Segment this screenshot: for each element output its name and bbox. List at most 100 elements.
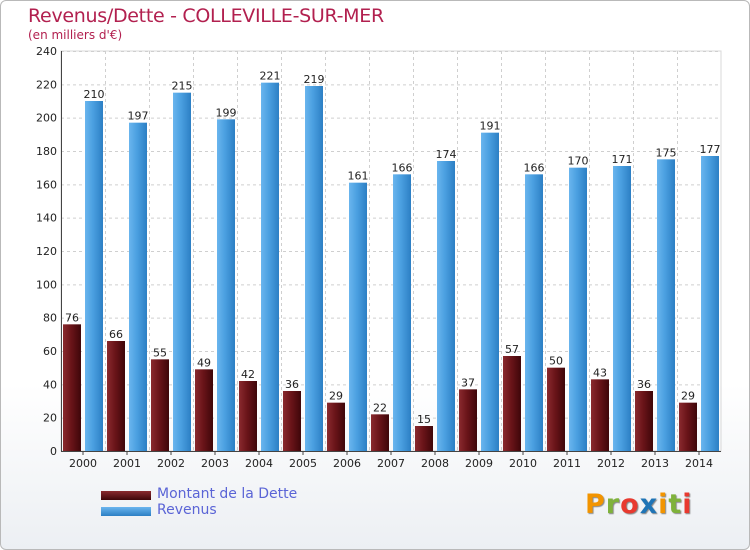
- bar-dette: [327, 402, 345, 451]
- value-label-dette: 42: [241, 368, 255, 381]
- bar-dette: [591, 379, 609, 451]
- bar-dette: [195, 369, 213, 451]
- y-tick-label: 0: [50, 445, 57, 458]
- x-tick-label: 2000: [69, 457, 97, 470]
- proxiti-logo: Proxiti: [585, 489, 693, 520]
- value-label-dette: 49: [197, 356, 211, 369]
- x-tick-label: 2005: [289, 457, 317, 470]
- bars: 76 210 66 197 55 215 49 199 42 221 36 219 29 161 22 166…: [63, 70, 721, 452]
- legend-swatch-debt: [101, 491, 151, 500]
- value-label-dette: 22: [373, 401, 387, 414]
- bar-revenus: [525, 174, 543, 452]
- x-tick-label: 2006: [333, 457, 361, 470]
- bar-revenus: [173, 92, 191, 452]
- value-label-dette: 43: [593, 366, 607, 379]
- bar-dette: [459, 389, 477, 451]
- value-label-revenus: 175: [656, 146, 677, 159]
- bar-revenus: [657, 159, 675, 452]
- y-tick-label: 120: [36, 245, 57, 258]
- value-label-revenus: 199: [216, 106, 237, 119]
- y-tick-label: 20: [43, 412, 57, 425]
- x-tick-label: 2010: [509, 457, 537, 470]
- x-tick-label: 2009: [465, 457, 493, 470]
- bar-dette: [635, 391, 653, 451]
- x-tick-label: 2008: [421, 457, 449, 470]
- bar-revenus: [437, 161, 455, 451]
- bar-revenus: [569, 167, 587, 451]
- bar-revenus: [701, 156, 719, 451]
- y-tick-label: 160: [36, 178, 57, 191]
- bar-revenus: [613, 166, 631, 451]
- value-label-dette: 76: [65, 311, 79, 324]
- y-tick-label: 220: [36, 78, 57, 91]
- value-label-revenus: 170: [568, 155, 589, 168]
- value-label-dette: 50: [549, 355, 563, 368]
- value-label-revenus: 161: [348, 170, 369, 183]
- value-label-revenus: 215: [172, 80, 193, 93]
- value-label-revenus: 221: [260, 70, 281, 83]
- x-tick-label: 2012: [597, 457, 625, 470]
- grid: [60, 50, 722, 452]
- chart-subtitle: (en milliers d'€): [28, 28, 123, 42]
- x-tick-label: 2014: [685, 457, 713, 470]
- value-label-dette: 66: [109, 328, 123, 341]
- value-label-revenus: 171: [612, 153, 633, 166]
- bar-dette: [503, 356, 521, 451]
- bar-dette: [679, 402, 697, 451]
- value-label-dette: 29: [681, 390, 695, 403]
- x-tick-label: 2007: [377, 457, 405, 470]
- bar-dette: [415, 426, 433, 451]
- x-tick-label: 2011: [553, 457, 581, 470]
- value-label-dette: 55: [153, 346, 167, 359]
- value-label-dette: 36: [285, 378, 299, 391]
- y-tick-label: 60: [43, 345, 57, 358]
- legend-swatch-revenus: [101, 507, 151, 516]
- bar-dette: [239, 381, 257, 451]
- bar-dette: [151, 359, 169, 451]
- value-label-dette: 57: [505, 343, 519, 356]
- y-tick-label: 180: [36, 145, 57, 158]
- value-label-revenus: 210: [84, 88, 105, 101]
- value-label-dette: 29: [329, 390, 343, 403]
- bar-dette: [283, 391, 301, 451]
- x-tick-label: 2002: [157, 457, 185, 470]
- bar-revenus: [305, 86, 323, 451]
- value-label-dette: 15: [417, 413, 431, 426]
- value-label-dette: 37: [461, 376, 475, 389]
- x-tick-label: 2004: [245, 457, 273, 470]
- bar-revenus: [129, 122, 147, 452]
- chart-title: Revenus/Dette - COLLEVILLE-SUR-MER: [28, 5, 384, 27]
- y-tick-label: 140: [36, 212, 57, 225]
- bar-revenus: [481, 132, 499, 451]
- value-label-revenus: 197: [128, 110, 149, 123]
- axes: 0 20 40 60 80 100 120 140 160 180 200 220 240 2000 200…: [36, 45, 721, 470]
- bar-dette: [371, 414, 389, 451]
- bar-revenus: [261, 82, 279, 452]
- bar-revenus: [85, 101, 103, 451]
- y-tick-label: 40: [43, 378, 57, 391]
- value-label-revenus: 177: [700, 143, 721, 156]
- value-label-revenus: 174: [436, 148, 457, 161]
- legend-label-revenus: Revenus: [157, 502, 217, 518]
- bar-revenus: [217, 119, 235, 451]
- x-tick-label: 2001: [113, 457, 141, 470]
- bar-revenus: [393, 174, 411, 452]
- y-tick-label: 240: [36, 45, 57, 58]
- bar-revenus: [349, 182, 367, 451]
- bar-dette: [107, 341, 125, 451]
- bar-dette: [547, 367, 565, 451]
- x-tick-label: 2003: [201, 457, 229, 470]
- x-tick-label: 2013: [641, 457, 669, 470]
- legend-label-debt: Montant de la Dette: [157, 486, 298, 502]
- y-tick-label: 100: [36, 278, 57, 291]
- y-tick-label: 200: [36, 112, 57, 125]
- value-label-revenus: 166: [392, 161, 413, 174]
- value-label-revenus: 219: [304, 73, 325, 86]
- bar-chart: 76 210 66 197 55 215 49 199 42 221 36 219 29 161 22 166…: [36, 45, 722, 470]
- y-tick-label: 80: [43, 312, 57, 325]
- value-label-dette: 36: [637, 378, 651, 391]
- value-label-revenus: 191: [480, 120, 501, 133]
- bar-dette: [63, 324, 81, 451]
- value-label-revenus: 166: [524, 161, 545, 174]
